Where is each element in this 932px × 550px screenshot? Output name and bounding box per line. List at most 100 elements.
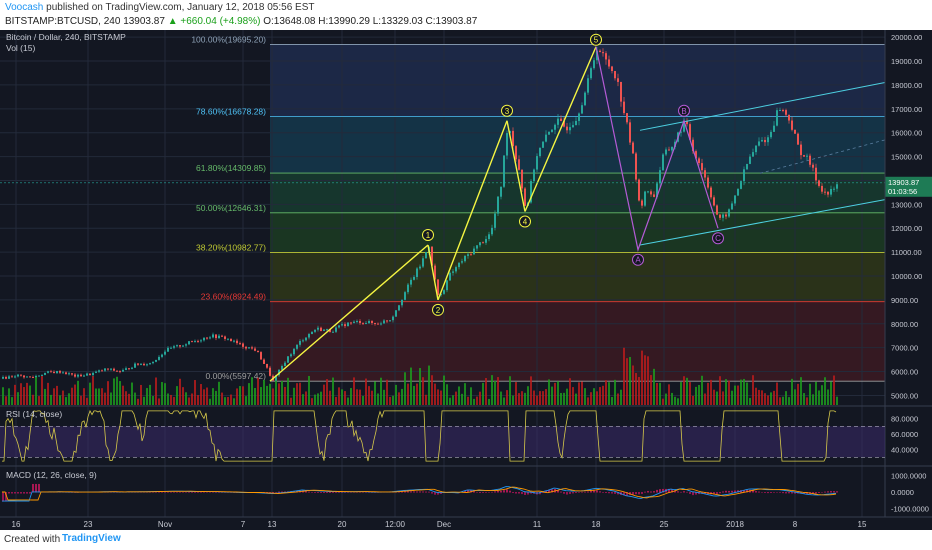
author-link[interactable]: Voocash — [5, 2, 44, 13]
macd-histogram-bar — [719, 492, 721, 494]
candle-body — [164, 351, 166, 355]
candle-body — [611, 66, 613, 72]
candle-body — [419, 266, 421, 269]
volume-bar — [320, 391, 322, 405]
candle-body — [719, 214, 721, 218]
macd-histogram-bar — [506, 489, 508, 493]
candle-body — [446, 280, 448, 291]
volume-bar — [98, 388, 100, 405]
volume-bar — [134, 392, 136, 405]
candle-body — [293, 348, 295, 355]
macd-histogram-bar — [350, 492, 352, 493]
macd-histogram-bar — [203, 492, 205, 493]
candle-body — [191, 341, 193, 343]
volume-bar — [416, 383, 418, 405]
publish-info: Voocash published on TradingView.com, Ja… — [5, 2, 314, 13]
x-tick-label: 7 — [241, 520, 246, 529]
chart-area[interactable]: 20000.00 19000.00 18000.00 17000.00 16000.00… — [0, 30, 932, 530]
volume-bar — [377, 393, 379, 405]
candle-body — [152, 361, 154, 364]
candle-body — [620, 81, 622, 102]
candle-body — [587, 78, 589, 93]
macd-histogram-bar — [596, 490, 598, 493]
candle-body — [449, 272, 451, 281]
candle-body — [710, 187, 712, 198]
chart-svg[interactable]: 20000.0019000.0018000.0017000.0016000.00… — [0, 30, 932, 530]
candle-body — [572, 125, 574, 128]
candle-body — [11, 376, 13, 378]
macd-histogram-bar — [563, 492, 565, 494]
macd-histogram-bar — [833, 491, 835, 493]
volume-bar — [467, 396, 469, 405]
candle-body — [365, 323, 367, 325]
candle-body — [764, 140, 766, 143]
volume-bar — [104, 392, 106, 405]
volume-bar — [641, 350, 643, 405]
candle-body — [614, 71, 616, 79]
macd-histogram-bar — [617, 492, 619, 495]
volume-bar — [590, 392, 592, 405]
macd-histogram-bar — [812, 492, 814, 494]
fib-label: 0.00%(5597.42) — [206, 371, 267, 381]
volume-bar — [302, 394, 304, 405]
volume-bar — [644, 355, 646, 405]
candle-body — [107, 368, 109, 370]
candle-body — [476, 245, 478, 249]
volume-bar — [767, 395, 769, 405]
candle-body — [569, 127, 571, 131]
volume-bar — [146, 388, 148, 405]
candle-body — [626, 113, 628, 123]
volume-bar — [737, 385, 739, 405]
macd-histogram-bar — [650, 491, 652, 493]
macd-histogram-bar — [23, 492, 25, 494]
y-tick-label: 6000.00 — [891, 368, 918, 377]
candle-body — [347, 322, 349, 327]
macd-histogram-bar — [725, 490, 727, 493]
symbol-quote: BITSTAMP:BTCUSD, 240 13903.87 ▲ +660.04 … — [5, 16, 477, 27]
candle-body — [779, 109, 781, 111]
wave-line — [437, 120, 508, 301]
volume-bar — [665, 393, 667, 405]
macd-histogram-bar — [206, 492, 208, 493]
volume-bar — [371, 390, 373, 405]
volume-bar — [734, 385, 736, 405]
macd-histogram-bar — [347, 492, 349, 493]
volume-bar — [293, 387, 295, 405]
candle-body — [299, 340, 301, 345]
candle-body — [20, 374, 22, 376]
macd-histogram-bar — [788, 492, 790, 494]
volume-bar — [701, 375, 703, 405]
macd-signal-line — [2, 486, 837, 501]
volume-bar — [593, 388, 595, 405]
x-tick-label: 11 — [533, 520, 542, 529]
volume-bar — [29, 385, 31, 405]
candle-body — [134, 363, 136, 368]
volume-bar — [110, 392, 112, 405]
volume-bar — [518, 393, 520, 405]
volume-bar — [656, 382, 658, 405]
volume-bar — [569, 378, 571, 405]
macd-histogram-bar — [515, 492, 517, 494]
published-text: published on TradingView.com, January 12… — [46, 2, 315, 13]
volume-bar — [449, 397, 451, 405]
volume-bar — [719, 376, 721, 405]
macd-histogram-bar — [218, 492, 220, 493]
macd-histogram-bar — [185, 492, 187, 493]
candle-body — [461, 261, 463, 263]
candle-body — [335, 327, 337, 332]
macd-histogram-bar — [716, 492, 718, 495]
candle-body — [116, 370, 118, 372]
volume-bar — [632, 365, 634, 405]
tradingview-logo[interactable]: TradingView — [62, 533, 121, 544]
volume-bar — [275, 375, 277, 405]
candle-body — [581, 105, 583, 114]
candle-body — [794, 129, 796, 134]
macd-histogram-bar — [653, 491, 655, 493]
volume-bar — [62, 390, 64, 405]
volume-bar — [836, 396, 838, 405]
macd-histogram-bar — [17, 492, 19, 494]
macd-histogram-bar — [626, 492, 628, 496]
candle-body — [650, 191, 652, 195]
volume-bar — [782, 396, 784, 405]
volume-bar — [650, 375, 652, 405]
